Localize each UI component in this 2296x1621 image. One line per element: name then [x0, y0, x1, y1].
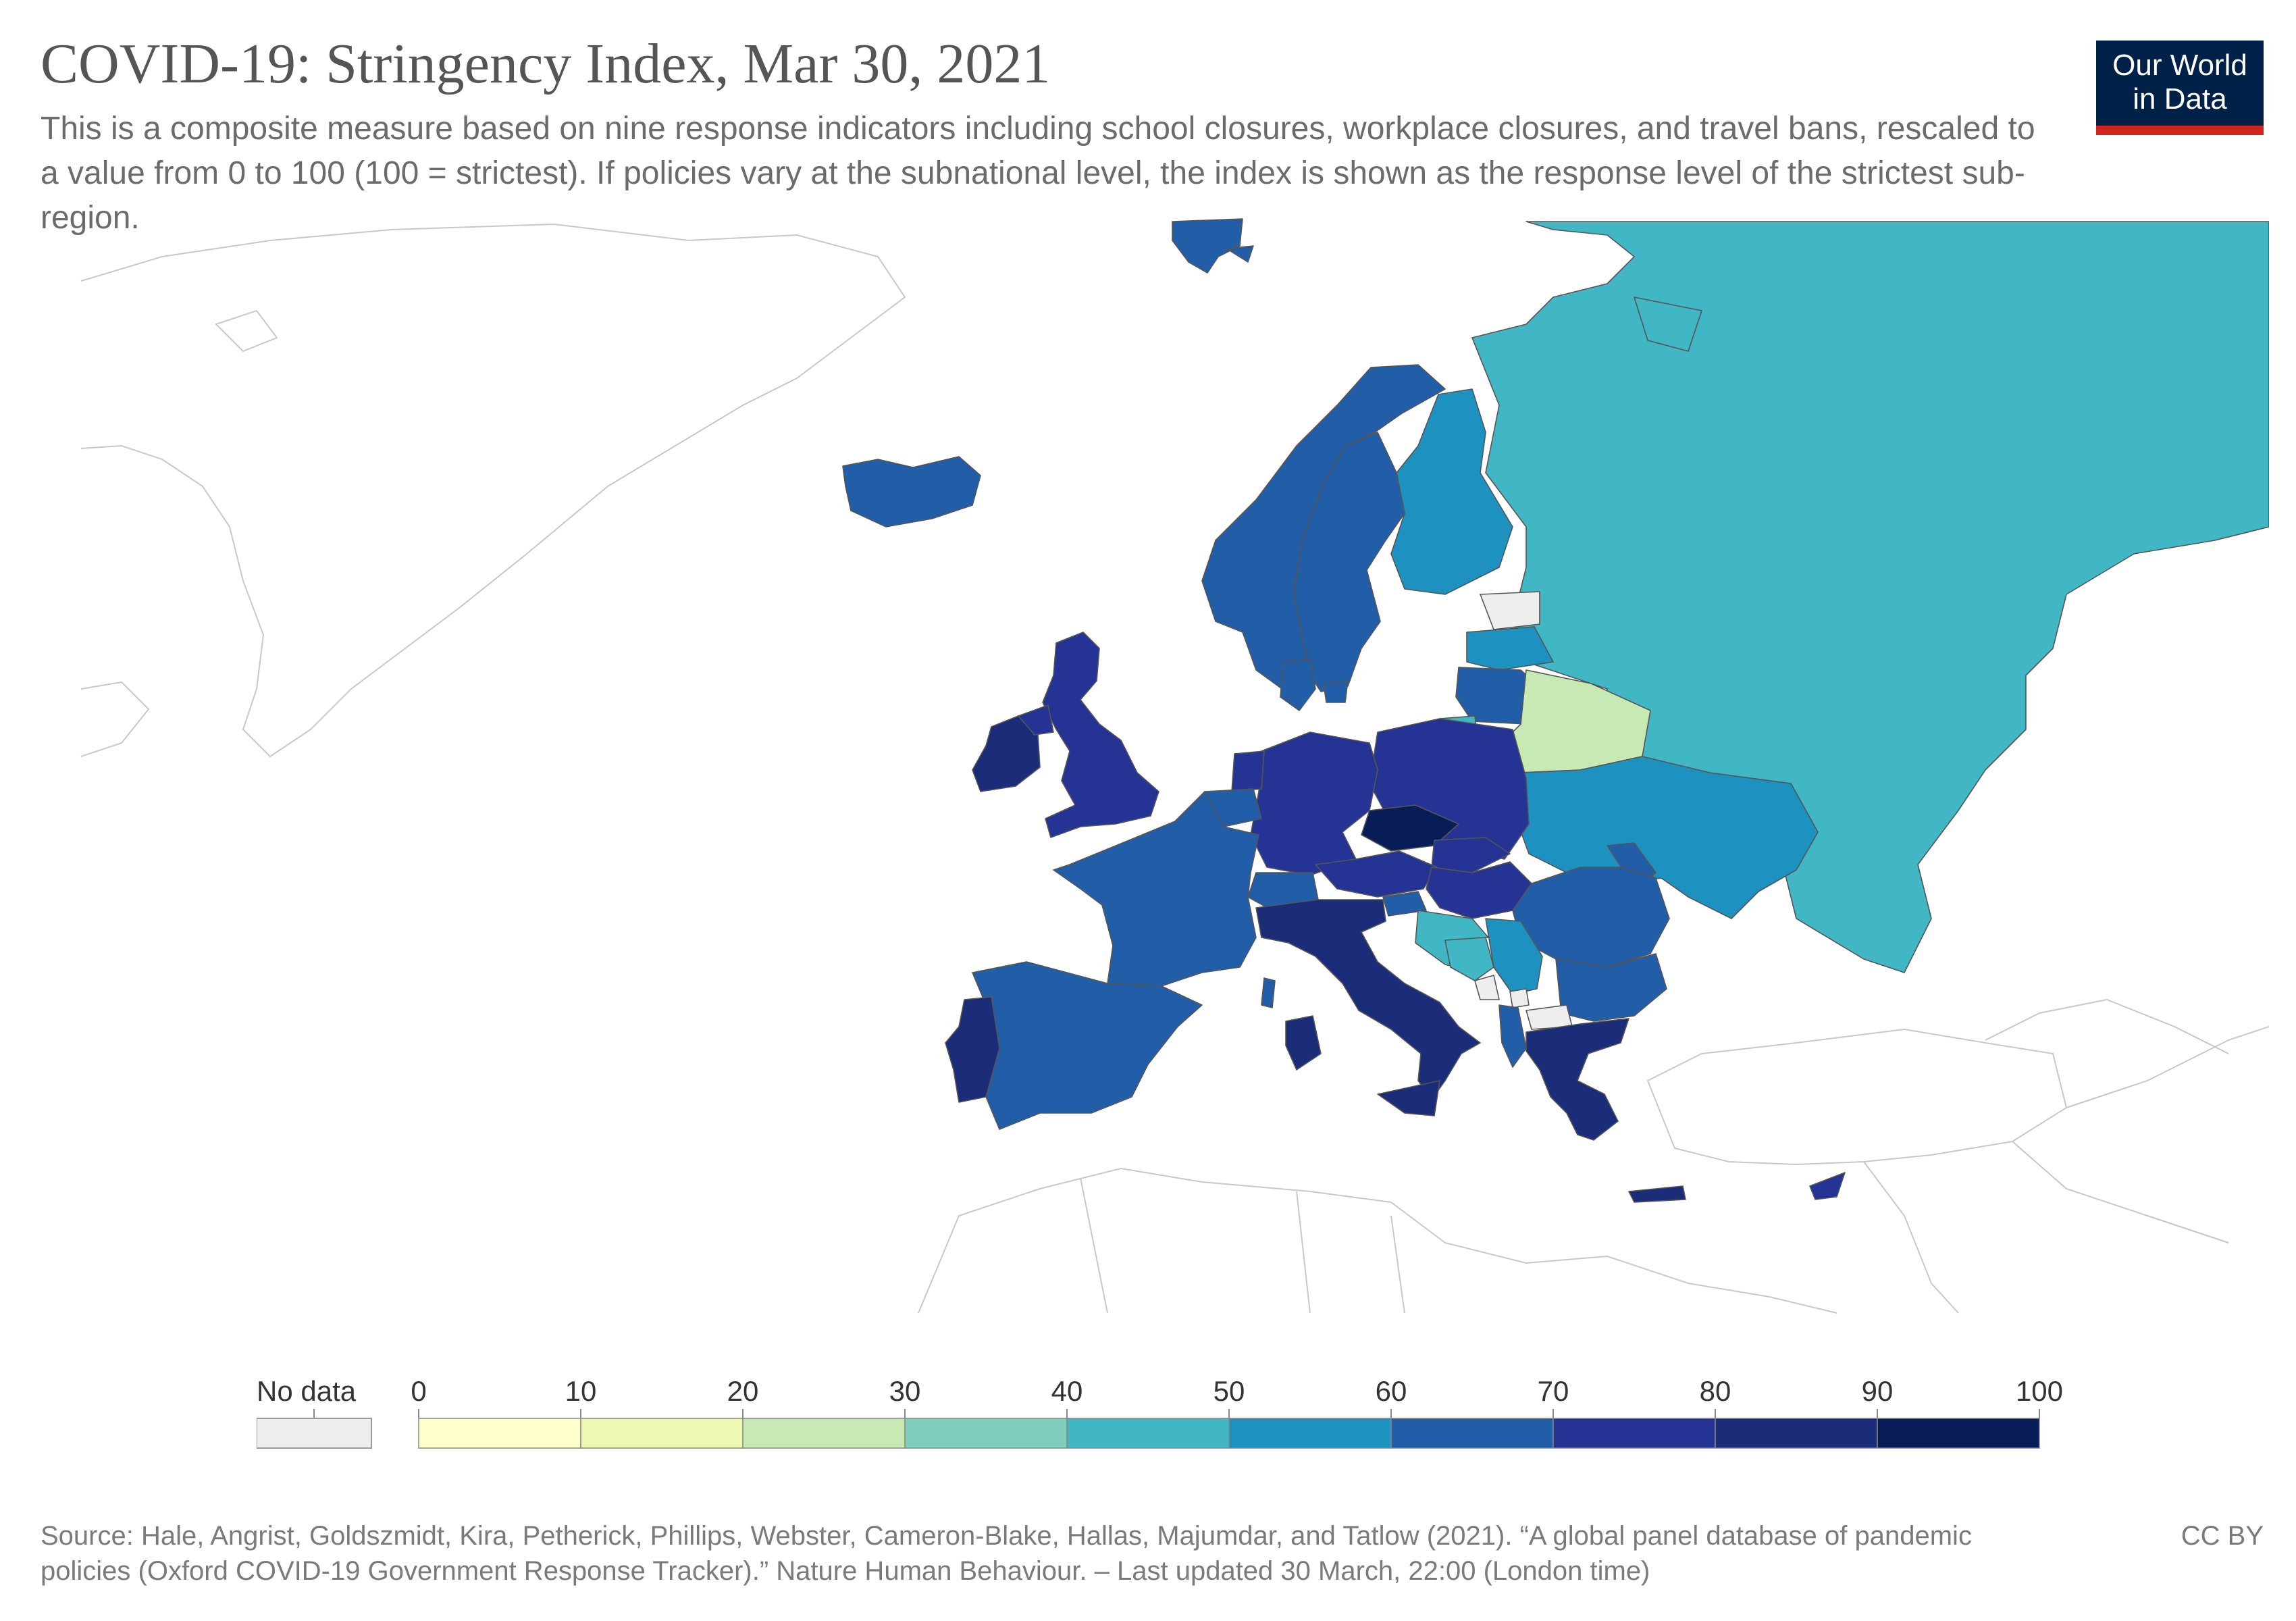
- region-sicily[interactable]: [1377, 1080, 1440, 1116]
- region-sardinia[interactable]: [1285, 1015, 1322, 1071]
- legend-tick-label: 10: [565, 1375, 597, 1407]
- legend-tick-label: 20: [727, 1375, 759, 1407]
- region-finland[interactable]: [1390, 388, 1513, 595]
- footer-license[interactable]: CC BY: [2181, 1521, 2264, 1551]
- region-cyprus[interactable]: [1809, 1172, 1846, 1200]
- countries: [842, 218, 2269, 1203]
- legend-tick-label: 80: [1700, 1375, 1731, 1407]
- legend-tick-label: 70: [1538, 1375, 1569, 1407]
- legend-tick-label: 90: [1862, 1375, 1894, 1407]
- region-kosovo[interactable]: [1509, 988, 1530, 1008]
- region-spain[interactable]: [972, 961, 1203, 1130]
- region-france[interactable]: [1053, 791, 1259, 987]
- region-iceland[interactable]: [842, 456, 981, 528]
- maghreb-border: [1080, 1177, 1405, 1314]
- arctic-island-outline-2: [215, 309, 278, 353]
- region-corsica[interactable]: [1261, 977, 1276, 1008]
- chart-title: COVID-19: Stringency Index, Mar 30, 2021: [41, 32, 1051, 95]
- region-netherlands[interactable]: [1231, 750, 1265, 792]
- legend-bins: [418, 1418, 2040, 1449]
- region-sweden[interactable]: [1293, 432, 1405, 692]
- legend-bin-60-70[interactable]: [1390, 1418, 1554, 1449]
- legend-bin-80-90[interactable]: [1715, 1418, 1878, 1449]
- logo-line-2: in Data: [2133, 82, 2227, 115]
- logo-line-1: Our World: [2112, 49, 2247, 82]
- region-serbia[interactable]: [1485, 918, 1543, 995]
- legend-bin-90-100[interactable]: [1877, 1418, 2040, 1449]
- region-uk[interactable]: [1042, 632, 1159, 838]
- legend-tick-label: 30: [889, 1375, 921, 1407]
- legend-bin-40-50[interactable]: [1066, 1418, 1230, 1449]
- region-germany[interactable]: [1250, 731, 1378, 876]
- background-outlines: [80, 223, 2269, 1314]
- region-bosnia[interactable]: [1444, 937, 1494, 981]
- footer-source: Source: Hale, Angrist, Goldszmidt, Kira,…: [41, 1521, 1972, 1586]
- region-latvia[interactable]: [1466, 626, 1554, 671]
- legend-no-data-label: No data: [257, 1375, 357, 1407]
- region-montenegro[interactable]: [1474, 975, 1500, 1000]
- legend-ticks: 0 10 20 30 40 50 60 70 80 90 100: [411, 1375, 2063, 1418]
- turkey-outline: [1646, 1028, 2068, 1166]
- region-italy[interactable]: [1255, 899, 1481, 1100]
- legend-tick-label: 0: [411, 1375, 426, 1407]
- region-greece[interactable]: [1525, 1018, 1629, 1141]
- greenland-outline: [80, 223, 906, 758]
- region-slovenia[interactable]: [1382, 891, 1427, 917]
- region-portugal[interactable]: [945, 996, 1000, 1103]
- region-albania[interactable]: [1498, 1004, 1527, 1068]
- region-northern-ireland[interactable]: [1018, 704, 1054, 736]
- legend-bin-0-10[interactable]: [418, 1418, 581, 1449]
- middle-east-outline: [1863, 1026, 2269, 1314]
- legend-tick-label: 50: [1214, 1375, 1245, 1407]
- legend-bin-20-30[interactable]: [742, 1418, 906, 1449]
- owid-logo[interactable]: Our World in Data: [2096, 41, 2264, 135]
- europe-map: [80, 218, 2269, 1314]
- legend-bin-70-80[interactable]: [1553, 1418, 1716, 1449]
- region-crete[interactable]: [1628, 1185, 1686, 1203]
- legend-no-data-swatch[interactable]: [257, 1418, 372, 1449]
- caucasus-outline: [1985, 998, 2229, 1054]
- legend-bin-50-60[interactable]: [1228, 1418, 1392, 1449]
- color-legend: 0 10 20 30 40 50 60 70 80 90 100 No data: [257, 1375, 2063, 1449]
- legend-bin-30-40[interactable]: [904, 1418, 1068, 1449]
- legend-tick-label: 60: [1376, 1375, 1407, 1407]
- chart-subtitle: This is a composite measure based on nin…: [41, 111, 2035, 236]
- arctic-island-outline: [80, 681, 150, 757]
- legend-bin-10-20[interactable]: [580, 1418, 743, 1449]
- region-svalbard[interactable]: [1172, 218, 1254, 274]
- legend-tick-label: 40: [1051, 1375, 1083, 1407]
- region-denmark[interactable]: [1280, 659, 1349, 711]
- north-africa-outline: [918, 1167, 1837, 1314]
- legend-tick-label: 100: [2016, 1375, 2063, 1407]
- region-slovakia[interactable]: [1431, 837, 1511, 873]
- region-estonia[interactable]: [1480, 591, 1540, 630]
